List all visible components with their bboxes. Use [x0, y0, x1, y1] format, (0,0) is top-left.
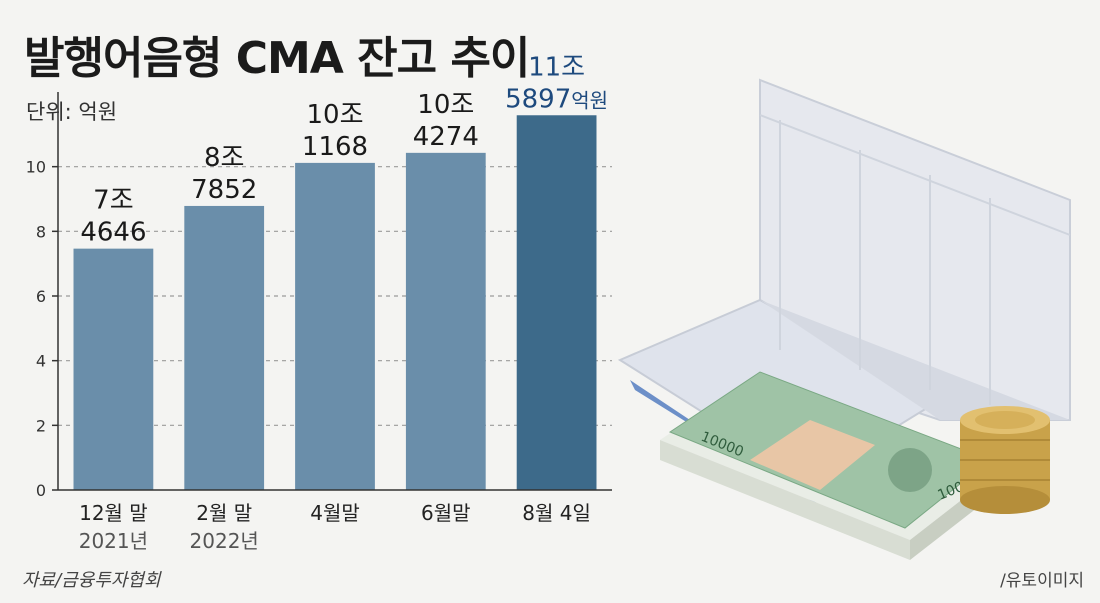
- data-label-top: 11조: [528, 52, 585, 82]
- data-label-bottom: 1168: [302, 132, 368, 162]
- y-tick-label: 0: [36, 481, 46, 500]
- y-tick-label: 2: [36, 416, 46, 435]
- bar: [73, 248, 154, 490]
- bar: [295, 162, 375, 490]
- source-note: 자료/금융투자협회: [22, 570, 161, 591]
- y-tick-label: 6: [36, 287, 46, 306]
- data-label-top: 10조: [306, 100, 363, 130]
- bars: [73, 115, 597, 491]
- x-tick-sublabel: 2022년: [190, 529, 259, 553]
- data-label-value: 4274: [413, 122, 479, 152]
- data-label-value: 7852: [191, 175, 257, 205]
- bar: [184, 205, 265, 491]
- data-label-value: 4646: [80, 218, 146, 248]
- bar: [516, 115, 597, 491]
- axes: [52, 92, 612, 491]
- data-label-bottom: 4274: [413, 122, 479, 152]
- x-tick-label: 8월 4일: [522, 501, 591, 525]
- data-label-top: 10조: [417, 90, 474, 120]
- x-tick-label: 2월 말: [196, 501, 252, 525]
- x-tick-label: 6월말: [421, 501, 471, 525]
- y-tick-label: 8: [36, 222, 46, 241]
- x-tick-label: 12월 말: [79, 501, 148, 525]
- illustration: 10000 10000: [617, 78, 1071, 560]
- coin-stack-icon: [960, 406, 1050, 514]
- y-tick-label: 10: [26, 158, 46, 177]
- data-label-unit: 억원: [571, 88, 608, 112]
- y-tick-label: 4: [36, 352, 46, 371]
- data-label-bottom: 4646: [80, 218, 146, 248]
- data-label-value: 1168: [302, 132, 368, 162]
- image-credit: /유토이미지: [1000, 571, 1084, 591]
- data-label-bottom: 5897억원: [505, 84, 608, 114]
- data-label-top: 8조: [204, 143, 244, 173]
- data-label-value: 5897: [505, 84, 571, 114]
- x-tick-label: 4월말: [310, 501, 360, 525]
- unit-label: 단위: 억원: [26, 100, 118, 124]
- data-label-top: 7조: [93, 186, 133, 216]
- data-label-bottom: 7852: [191, 175, 257, 205]
- chart-title: 발행어음형 CMA 잔고 추이: [24, 33, 530, 84]
- x-tick-sublabel: 2021년: [79, 529, 148, 553]
- bar: [405, 152, 486, 490]
